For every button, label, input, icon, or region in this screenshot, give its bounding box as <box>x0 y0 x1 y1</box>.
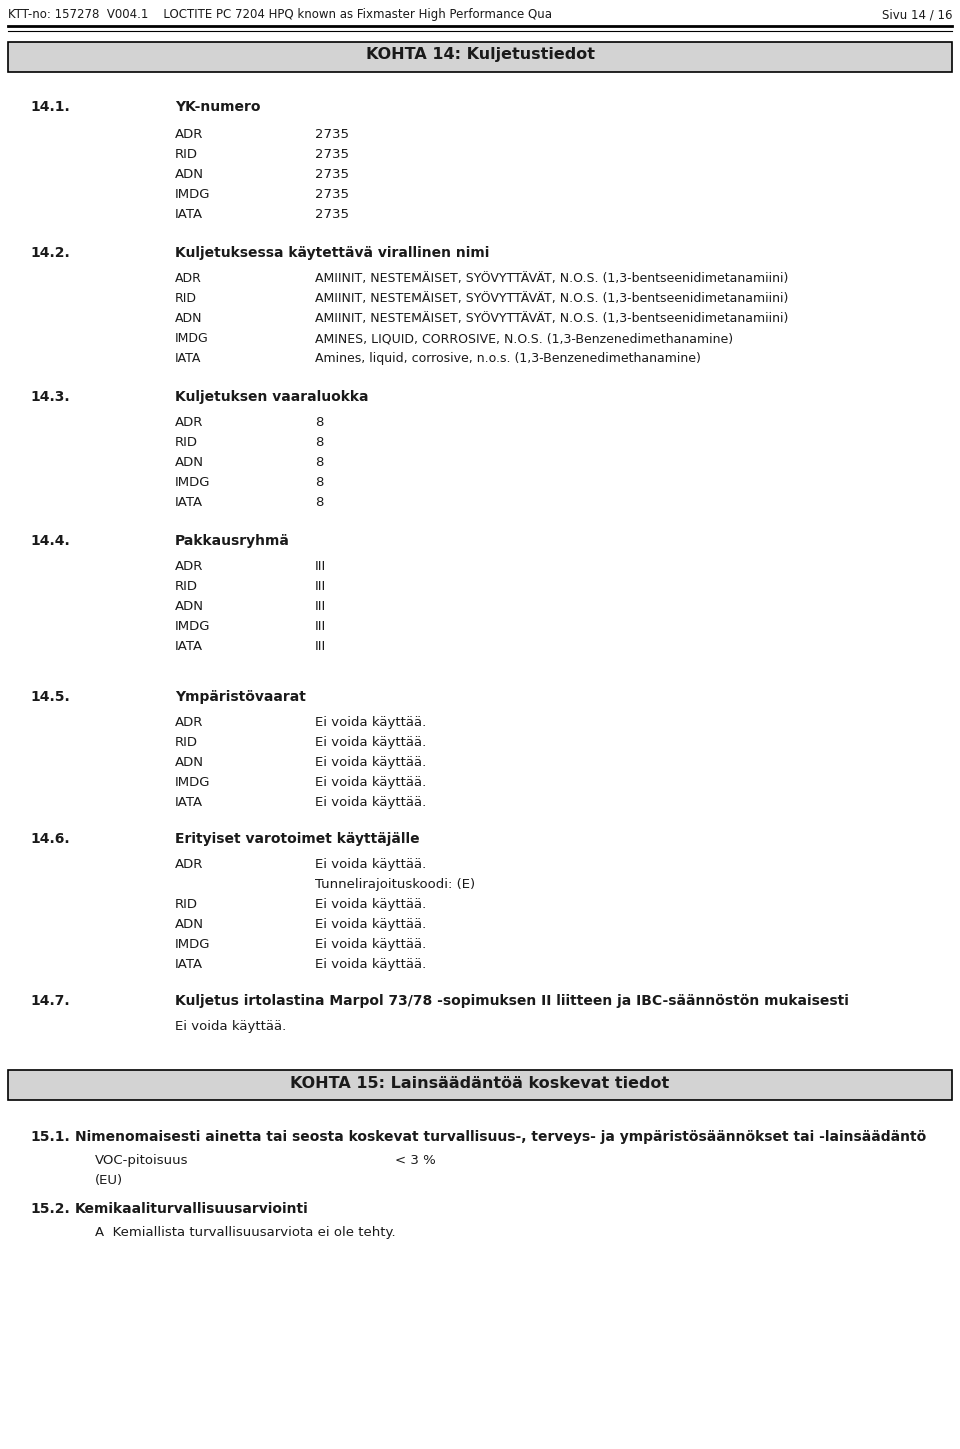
Text: ADR: ADR <box>175 128 204 141</box>
Text: ADN: ADN <box>175 756 204 769</box>
Text: III: III <box>315 600 326 613</box>
Text: Kuljetuksen vaaraluokka: Kuljetuksen vaaraluokka <box>175 390 369 404</box>
Text: 2735: 2735 <box>315 168 349 181</box>
Text: Ei voida käyttää.: Ei voida käyttää. <box>315 736 426 749</box>
Text: (EU): (EU) <box>95 1174 123 1187</box>
Text: IATA: IATA <box>175 640 204 653</box>
Text: IATA: IATA <box>175 496 204 509</box>
Text: Ei voida käyttää.: Ei voida käyttää. <box>175 1020 286 1033</box>
Text: IMDG: IMDG <box>175 777 210 790</box>
Text: 2735: 2735 <box>315 209 349 222</box>
Text: RID: RID <box>175 898 198 911</box>
Text: 14.1.: 14.1. <box>30 100 70 114</box>
Text: ADR: ADR <box>175 272 202 285</box>
Text: Ei voida käyttää.: Ei voida käyttää. <box>315 919 426 932</box>
Text: Tunnelirajoituskoodi: (E): Tunnelirajoituskoodi: (E) <box>315 878 475 891</box>
Text: 14.5.: 14.5. <box>30 690 70 704</box>
Text: ADN: ADN <box>175 600 204 613</box>
Text: < 3 %: < 3 % <box>395 1153 436 1166</box>
Text: 14.4.: 14.4. <box>30 535 70 548</box>
Text: Ei voida käyttää.: Ei voida käyttää. <box>315 858 426 871</box>
Text: III: III <box>315 559 326 572</box>
Text: IMDG: IMDG <box>175 332 208 345</box>
Text: AMIINIT, NESTEMÄISET, SYÖVYTTÄVÄT, N.O.S. (1,3-bentseenidimetanamiini): AMIINIT, NESTEMÄISET, SYÖVYTTÄVÄT, N.O.S… <box>315 272 788 285</box>
Text: IMDG: IMDG <box>175 188 210 201</box>
Text: ADR: ADR <box>175 858 204 871</box>
Text: Sivu 14 / 16: Sivu 14 / 16 <box>881 9 952 20</box>
Text: Nimenomaisesti ainetta tai seosta koskevat turvallisuus-, terveys- ja ympäristös: Nimenomaisesti ainetta tai seosta koskev… <box>75 1130 926 1145</box>
Text: ADR: ADR <box>175 716 204 729</box>
Text: 14.6.: 14.6. <box>30 832 70 846</box>
Bar <box>8 1069 952 1100</box>
Text: 14.3.: 14.3. <box>30 390 70 404</box>
Text: Kuljetuksessa käytettävä virallinen nimi: Kuljetuksessa käytettävä virallinen nimi <box>175 246 490 259</box>
Text: IMDG: IMDG <box>175 477 210 488</box>
Text: IATA: IATA <box>175 209 204 222</box>
Text: AMINES, LIQUID, CORROSIVE, N.O.S. (1,3-Benzenedimethanamine): AMINES, LIQUID, CORROSIVE, N.O.S. (1,3-B… <box>315 332 733 345</box>
Text: Ympäristövaarat: Ympäristövaarat <box>175 690 306 704</box>
Text: AMIINIT, NESTEMÄISET, SYÖVYTTÄVÄT, N.O.S. (1,3-bentseenidimetanamiini): AMIINIT, NESTEMÄISET, SYÖVYTTÄVÄT, N.O.S… <box>315 293 788 304</box>
Text: 2735: 2735 <box>315 148 349 161</box>
Text: Amines, liquid, corrosive, n.o.s. (1,3-Benzenedimethanamine): Amines, liquid, corrosive, n.o.s. (1,3-B… <box>315 352 701 365</box>
Text: ADR: ADR <box>175 416 204 429</box>
Text: 2735: 2735 <box>315 128 349 141</box>
Text: 15.1.: 15.1. <box>30 1130 70 1145</box>
Text: IMDG: IMDG <box>175 938 210 951</box>
Text: 14.2.: 14.2. <box>30 246 70 259</box>
Text: ADN: ADN <box>175 312 203 325</box>
Text: ADN: ADN <box>175 456 204 469</box>
Text: IMDG: IMDG <box>175 620 210 633</box>
Text: Erityiset varotoimet käyttäjälle: Erityiset varotoimet käyttäjälle <box>175 832 420 846</box>
Text: Ei voida käyttää.: Ei voida käyttää. <box>315 716 426 729</box>
Text: ADR: ADR <box>175 559 204 572</box>
Text: ADN: ADN <box>175 919 204 932</box>
Text: RID: RID <box>175 580 198 593</box>
Text: IATA: IATA <box>175 352 202 365</box>
Text: 8: 8 <box>315 496 324 509</box>
Text: 8: 8 <box>315 416 324 429</box>
Text: RID: RID <box>175 293 197 304</box>
Text: AMIINIT, NESTEMÄISET, SYÖVYTTÄVÄT, N.O.S. (1,3-bentseenidimetanamiini): AMIINIT, NESTEMÄISET, SYÖVYTTÄVÄT, N.O.S… <box>315 312 788 325</box>
Text: RID: RID <box>175 436 198 449</box>
Text: Kemikaaliturvallisuusarviointi: Kemikaaliturvallisuusarviointi <box>75 1203 309 1216</box>
Text: Ei voida käyttää.: Ei voida käyttää. <box>315 756 426 769</box>
Text: Ei voida käyttää.: Ei voida käyttää. <box>315 796 426 809</box>
Text: ADN: ADN <box>175 168 204 181</box>
Text: Pakkausryhmä: Pakkausryhmä <box>175 535 290 548</box>
Text: III: III <box>315 580 326 593</box>
Text: Ei voida käyttää.: Ei voida käyttää. <box>315 938 426 951</box>
Text: Ei voida käyttää.: Ei voida käyttää. <box>315 777 426 790</box>
Text: IATA: IATA <box>175 796 204 809</box>
Text: 14.7.: 14.7. <box>30 994 70 1009</box>
Text: Kuljetus irtolastina Marpol 73/78 -sopimuksen II liitteen ja IBC-säännöstön muka: Kuljetus irtolastina Marpol 73/78 -sopim… <box>175 994 849 1009</box>
Bar <box>8 42 952 72</box>
Text: 15.2.: 15.2. <box>30 1203 70 1216</box>
Text: KOHTA 14: Kuljetustiedot: KOHTA 14: Kuljetustiedot <box>366 48 594 62</box>
Text: 8: 8 <box>315 477 324 488</box>
Text: VOC-pitoisuus: VOC-pitoisuus <box>95 1153 188 1166</box>
Text: RID: RID <box>175 148 198 161</box>
Text: A  Kemiallista turvallisuusarviota ei ole tehty.: A Kemiallista turvallisuusarviota ei ole… <box>95 1226 396 1239</box>
Text: 2735: 2735 <box>315 188 349 201</box>
Text: IATA: IATA <box>175 958 204 971</box>
Text: III: III <box>315 620 326 633</box>
Text: 8: 8 <box>315 456 324 469</box>
Text: KTT-no: 157278  V004.1    LOCTITE PC 7204 HPQ known as Fixmaster High Performanc: KTT-no: 157278 V004.1 LOCTITE PC 7204 HP… <box>8 9 552 20</box>
Text: III: III <box>315 640 326 653</box>
Text: 8: 8 <box>315 436 324 449</box>
Text: Ei voida käyttää.: Ei voida käyttää. <box>315 898 426 911</box>
Text: YK-numero: YK-numero <box>175 100 260 114</box>
Text: KOHTA 15: Lainsäädäntöä koskevat tiedot: KOHTA 15: Lainsäädäntöä koskevat tiedot <box>290 1075 670 1091</box>
Text: RID: RID <box>175 736 198 749</box>
Text: Ei voida käyttää.: Ei voida käyttää. <box>315 958 426 971</box>
